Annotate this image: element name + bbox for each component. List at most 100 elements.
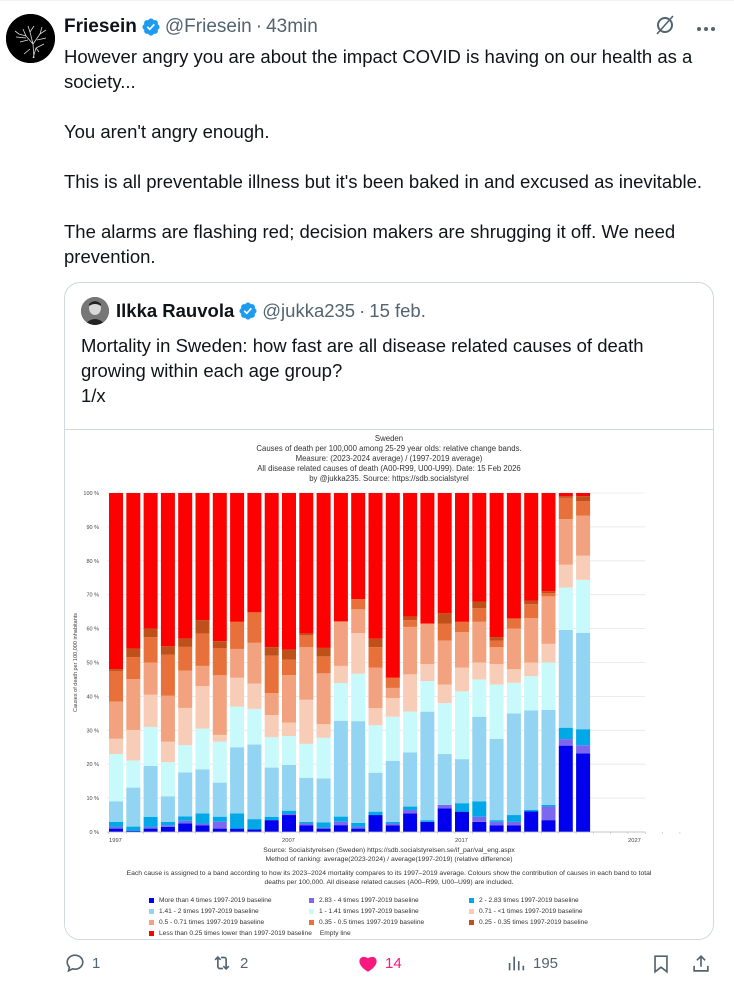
share-button[interactable] bbox=[690, 952, 718, 976]
bar-segment bbox=[282, 764, 296, 811]
bar-segment bbox=[143, 828, 158, 832]
bar-segment bbox=[558, 496, 573, 498]
bar-segment bbox=[316, 828, 331, 832]
bar-segment bbox=[212, 493, 227, 642]
bar-segment bbox=[178, 772, 193, 817]
author-avatar[interactable] bbox=[6, 14, 55, 63]
bar-segment bbox=[178, 638, 193, 647]
y-tick-label: 70 % bbox=[86, 593, 99, 599]
views-count: 195 bbox=[533, 954, 559, 972]
bar-segment bbox=[299, 493, 314, 634]
author-handle[interactable]: @Friesein bbox=[164, 16, 252, 37]
bar-segment bbox=[178, 670, 193, 708]
bar-segment bbox=[455, 759, 469, 804]
bar-segment bbox=[506, 682, 521, 714]
x-tick-label: 2007 bbox=[282, 838, 295, 844]
chart-title: Sweden Causes of death per 100,000 among… bbox=[65, 434, 713, 484]
bar-segment bbox=[109, 826, 123, 829]
bar-segment bbox=[247, 683, 262, 709]
bar-segment bbox=[368, 638, 383, 648]
bar-segment bbox=[576, 745, 591, 754]
bar-segment bbox=[212, 821, 227, 829]
bar-segment bbox=[230, 493, 245, 622]
bar-segment bbox=[489, 664, 504, 685]
more-dots-icon[interactable] bbox=[696, 19, 716, 37]
bar-segment bbox=[576, 501, 591, 516]
bar-segment bbox=[247, 744, 262, 820]
bar-segment bbox=[178, 493, 193, 639]
bar-segment bbox=[472, 679, 487, 717]
x-tick-label: 2027 bbox=[628, 838, 641, 844]
quote-body: Mortality in Sweden: how fast are all di… bbox=[81, 333, 691, 408]
quote-author-handle[interactable]: @jukka235 bbox=[262, 300, 356, 321]
bar-segment bbox=[264, 493, 279, 648]
bar-segment bbox=[316, 778, 331, 823]
bar-segment bbox=[472, 816, 487, 822]
bar-segment bbox=[247, 829, 262, 832]
bar-segment bbox=[230, 648, 245, 678]
bar-segment bbox=[316, 673, 331, 725]
bar-segment bbox=[178, 823, 193, 832]
slashed-circle-icon[interactable] bbox=[654, 14, 676, 41]
quoted-tweet[interactable]: Ilkka Rauvola @jukka235 · 15 feb. Mortal… bbox=[64, 282, 714, 940]
bar-segment bbox=[126, 830, 141, 832]
bar-segment bbox=[299, 821, 314, 824]
bar-segment bbox=[558, 564, 573, 588]
bar-segment bbox=[524, 676, 539, 711]
legend-label: 0.5 - 0.71 times 1997-2019 baseline bbox=[159, 919, 265, 926]
bar-segment bbox=[420, 821, 435, 832]
bookmark-button[interactable] bbox=[650, 952, 678, 976]
bar-segment bbox=[403, 752, 418, 807]
bar-segment bbox=[524, 811, 539, 832]
bar-segment bbox=[212, 816, 227, 822]
bar-segment bbox=[576, 579, 591, 633]
bar-segment bbox=[489, 825, 504, 832]
bar-segment bbox=[541, 596, 556, 644]
bar-segment bbox=[403, 809, 418, 814]
bar-segment bbox=[558, 739, 573, 746]
legend-label: 1.41 - 2 times 1997-2019 baseline bbox=[159, 908, 259, 915]
bar-segment bbox=[472, 608, 487, 622]
quote-date[interactable]: 15 feb. bbox=[369, 300, 426, 321]
quote-author-avatar[interactable] bbox=[81, 297, 109, 325]
bar-segment bbox=[299, 825, 314, 832]
bar-segment bbox=[126, 787, 141, 827]
reply-button[interactable]: 1 bbox=[64, 952, 100, 974]
legend-swatch bbox=[149, 920, 154, 925]
bar-segment bbox=[126, 648, 141, 658]
bar-segment bbox=[247, 493, 262, 613]
bar-segment bbox=[489, 738, 504, 821]
bar-segment bbox=[420, 681, 435, 712]
bar-segment bbox=[160, 695, 175, 742]
bar-segment bbox=[524, 710, 539, 810]
bar-segment bbox=[455, 691, 469, 760]
bar-segment bbox=[506, 669, 521, 683]
bar-segment bbox=[126, 493, 141, 649]
bar-segment bbox=[351, 828, 366, 832]
bar-segment bbox=[247, 819, 262, 830]
author-name[interactable]: Friesein bbox=[64, 16, 137, 37]
y-tick-label: 60 % bbox=[86, 627, 99, 633]
repost-button[interactable]: 2 bbox=[210, 952, 248, 974]
bar-segment bbox=[282, 493, 296, 650]
bar-segment bbox=[558, 745, 573, 832]
bar-segment bbox=[403, 674, 418, 712]
bar-segment bbox=[437, 613, 452, 624]
legend-label: 2 - 2.83 times 1997-2019 baseline bbox=[479, 897, 579, 904]
tweet-time[interactable]: 43min bbox=[266, 16, 318, 37]
bar-segment bbox=[506, 628, 521, 670]
like-button[interactable]: 14 bbox=[357, 952, 402, 974]
bar-segment bbox=[299, 823, 314, 826]
bar-segment bbox=[160, 493, 175, 647]
bar-segment bbox=[506, 493, 521, 619]
bar-segment bbox=[282, 810, 296, 815]
bar-segment bbox=[437, 684, 452, 704]
quote-author-name[interactable]: Ilkka Rauvola bbox=[116, 300, 235, 321]
legend-swatch bbox=[149, 931, 154, 936]
chart-image[interactable]: Sweden Causes of death per 100,000 among… bbox=[65, 429, 713, 939]
bar-segment bbox=[524, 662, 539, 677]
bar-segment bbox=[368, 493, 383, 639]
bar-segment bbox=[316, 656, 331, 674]
views-button[interactable]: 195 bbox=[505, 952, 558, 974]
bar-segment bbox=[264, 820, 279, 832]
